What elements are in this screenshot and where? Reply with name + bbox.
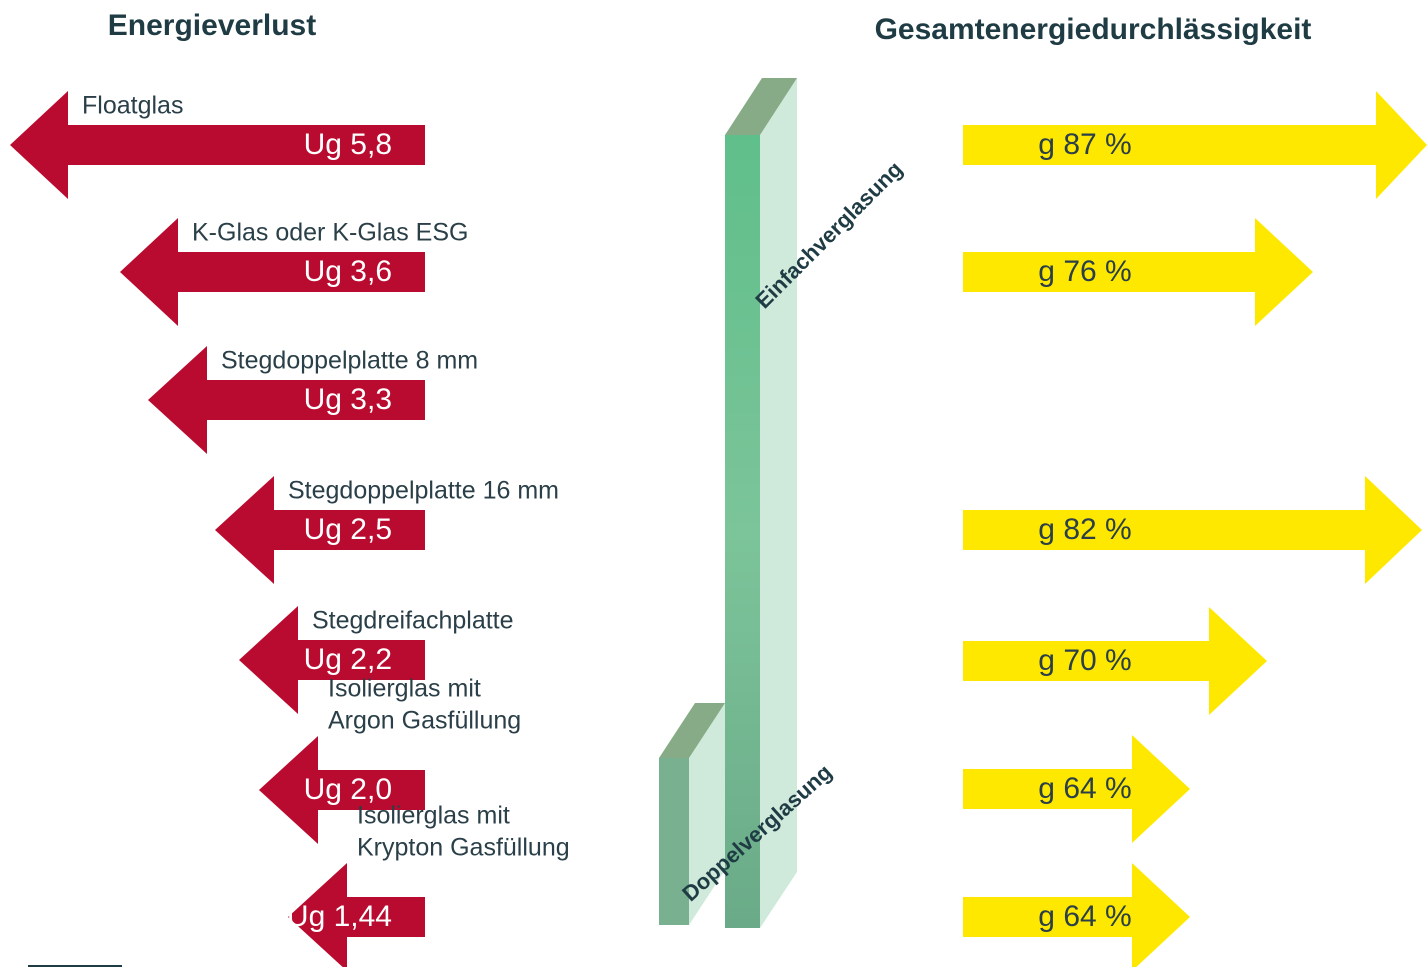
loss-label: Isolierglas mit [328, 675, 481, 703]
pane-front [659, 758, 689, 925]
loss-label: Stegdoppelplatte 16 mm [288, 477, 559, 505]
loss-value: Ug 1,44 [287, 900, 392, 933]
diagram: Energieverlust Gesamtenergiedurchlässigk… [0, 0, 1427, 967]
loss-value: Ug 5,8 [304, 128, 392, 161]
page: {"header": {"left_title": "Energieverlus… [0, 0, 1427, 967]
loss-label: Krypton Gasfüllung [357, 834, 570, 862]
loss-label: K-Glas oder K-Glas ESG [192, 219, 468, 247]
transmission-value: g 82 % [1038, 513, 1131, 546]
loss-value: Ug 3,3 [304, 383, 392, 416]
loss-value: Ug 2,5 [304, 513, 392, 546]
transmission-arrow [963, 218, 1313, 326]
transmission-value: g 87 % [1038, 128, 1131, 161]
transmission-value: g 64 % [1038, 772, 1131, 805]
loss-label: Argon Gasfüllung [328, 707, 521, 735]
right-title: Gesamtenergiedurchlässigkeit [875, 13, 1312, 46]
transmission-arrow [963, 91, 1427, 199]
transmission-value: g 64 % [1038, 900, 1131, 933]
loss-label: Isolierglas mit [357, 802, 510, 830]
transmission-value: g 76 % [1038, 255, 1131, 288]
loss-label: Stegdreifachplatte [312, 607, 514, 635]
left-title: Energieverlust [108, 9, 316, 42]
pane-front [725, 135, 760, 928]
loss-label: Floatglas [82, 92, 183, 120]
loss-value: Ug 3,6 [304, 255, 392, 288]
transmission-arrow [963, 476, 1422, 584]
transmission-value: g 70 % [1038, 644, 1131, 677]
loss-value: Ug 2,2 [304, 643, 392, 676]
loss-label: Stegdoppelplatte 8 mm [221, 347, 478, 375]
